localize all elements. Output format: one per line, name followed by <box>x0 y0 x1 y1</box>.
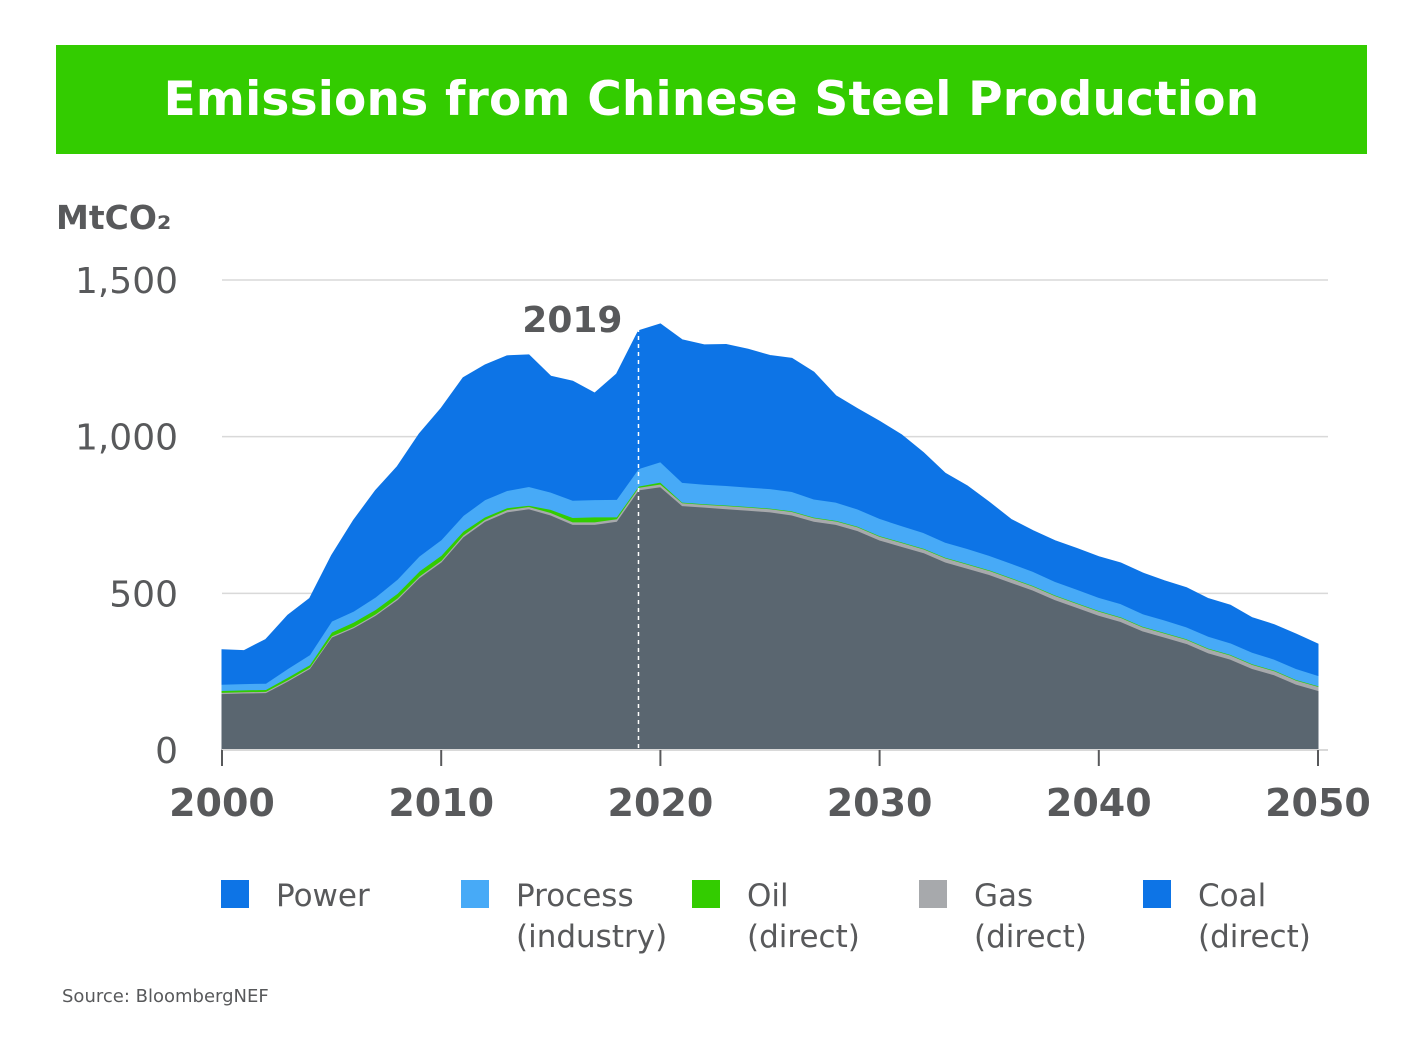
legend-item-coal: Coal (direct) <box>1143 876 1311 958</box>
x-tick-label-2050: 2050 <box>1265 781 1371 825</box>
title-banner: Emissions from Chinese Steel Production <box>56 45 1367 154</box>
legend-item-gas: Gas (direct) <box>919 876 1087 958</box>
legend-swatch-gas <box>919 880 947 908</box>
legend-label-power: Power <box>276 878 370 914</box>
legend-swatch-oil <box>692 880 720 908</box>
source-note: Source: BloombergNEF <box>62 986 269 1007</box>
legend-label-gas: Gas (direct) <box>974 878 1087 955</box>
area-power <box>221 323 1319 685</box>
legend-item-power: Power <box>221 876 370 917</box>
x-tick-label-2020: 2020 <box>608 781 714 825</box>
x-tick-label-2000: 2000 <box>169 781 275 825</box>
legend-item-oil: Oil (direct) <box>692 876 860 958</box>
legend-item-process: Process (industry) <box>461 876 667 958</box>
x-tick-label-2030: 2030 <box>827 781 933 825</box>
y-tick-label-0: 0 <box>155 731 178 772</box>
x-tick-label-2040: 2040 <box>1046 781 1152 825</box>
legend-label-coal: Coal (direct) <box>1198 878 1311 955</box>
annotation-label-2019: 2019 <box>522 300 622 341</box>
legend-swatch-power <box>221 880 249 908</box>
legend-swatch-coal <box>1143 880 1171 908</box>
y-tick-label-1000: 1,000 <box>75 418 178 459</box>
legend-label-oil: Oil (direct) <box>747 878 860 955</box>
x-tick-label-2010: 2010 <box>388 781 494 825</box>
y-tick-label-500: 500 <box>109 574 178 615</box>
y-tick-label-1500: 1,500 <box>75 261 178 302</box>
legend-label-process: Process (industry) <box>516 878 668 955</box>
legend-swatch-process <box>461 880 489 908</box>
chart-title: Emissions from Chinese Steel Production <box>163 72 1260 127</box>
y-axis-unit-label: MtCO₂ <box>56 198 172 237</box>
